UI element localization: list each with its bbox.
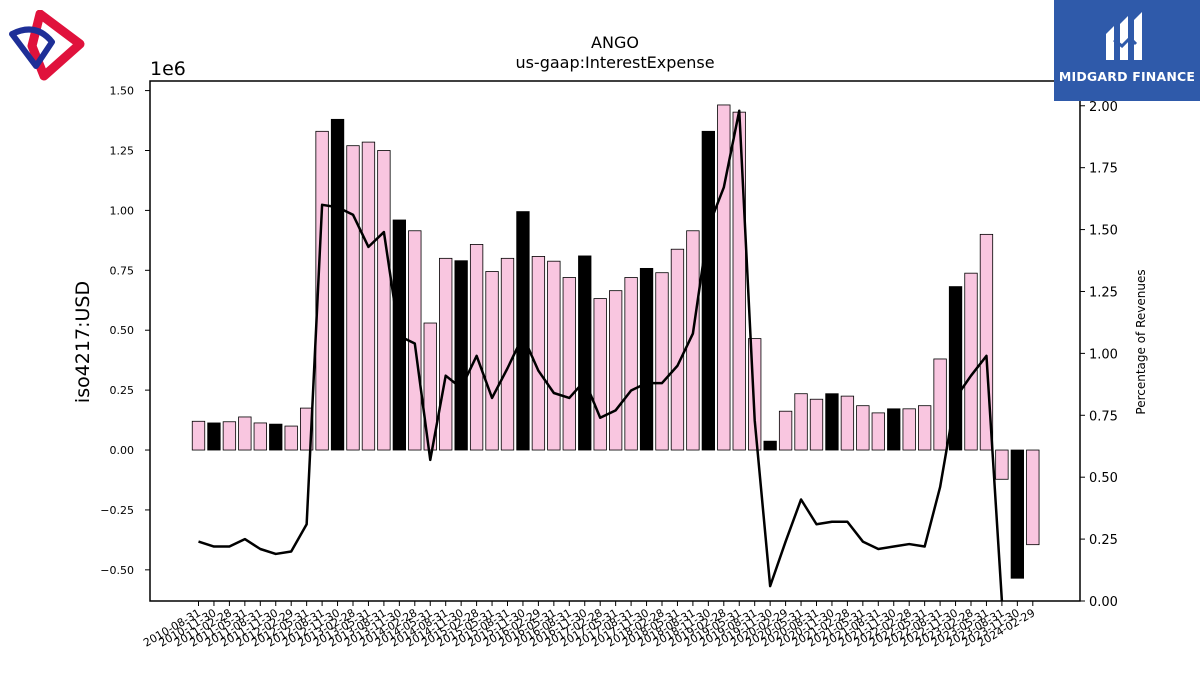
bar	[253, 422, 267, 451]
y2-tick-label: 0.25	[1089, 533, 1118, 548]
y-tick-label: −0.50	[100, 564, 134, 577]
bar	[547, 260, 561, 451]
bar	[639, 267, 654, 451]
chart-title: ANGO	[591, 33, 639, 52]
y2-tick-label: 0.50	[1089, 471, 1118, 486]
bar	[269, 423, 283, 451]
bar	[902, 408, 916, 451]
y-tick-label: 1.25	[110, 144, 135, 157]
y2-tick-label: 0.75	[1089, 409, 1118, 424]
bar	[454, 260, 468, 451]
plot-frame	[149, 80, 1081, 602]
bar	[531, 256, 546, 451]
bar	[887, 408, 901, 451]
y-tick-label: 0.75	[110, 264, 135, 277]
y-tick-label: 0.50	[110, 324, 135, 337]
bar	[593, 298, 607, 451]
bar	[778, 410, 793, 451]
y2-axis-label: Percentage of Revenues	[1134, 269, 1148, 414]
y-tick-label: 1.00	[110, 204, 135, 217]
chart-subtitle: us-gaap:InterestExpense	[515, 53, 714, 72]
bar	[624, 277, 638, 451]
bar	[346, 145, 360, 451]
brand-name: MIDGARD FINANCE	[1058, 69, 1196, 84]
bar	[794, 393, 808, 451]
bar	[840, 395, 855, 451]
midgard-m-logo-icon	[1106, 12, 1142, 60]
bar	[609, 290, 623, 451]
bar	[732, 111, 746, 451]
bar	[933, 358, 947, 451]
bar	[964, 272, 978, 451]
y-tick-label: 0.25	[110, 384, 135, 397]
bar	[315, 130, 329, 451]
bar	[918, 405, 932, 451]
bar	[207, 422, 221, 451]
y2-tick-label: 1.50	[1089, 224, 1118, 239]
y2-tick-label: 0.00	[1089, 595, 1118, 610]
bar	[670, 248, 685, 451]
bar	[763, 440, 777, 451]
y-offset-label: 1e6	[150, 58, 186, 80]
bar	[500, 257, 515, 451]
y2-tick-label: 1.25	[1089, 285, 1118, 300]
y2-tick-label: 2.00	[1089, 100, 1118, 115]
bar	[1026, 449, 1040, 546]
brand-box: MIDGARD FINANCE	[1054, 0, 1200, 101]
bar	[825, 393, 839, 451]
bar	[871, 412, 885, 451]
bar	[238, 416, 252, 451]
y2-tick-label: 1.75	[1089, 162, 1118, 177]
bar	[1010, 449, 1024, 579]
bar	[423, 322, 437, 451]
bar	[717, 104, 731, 451]
bar	[284, 425, 298, 451]
bar	[469, 244, 484, 451]
bar	[995, 449, 1009, 480]
bar	[361, 141, 376, 451]
bar	[222, 421, 237, 451]
bar	[439, 257, 453, 451]
y-axis-label: iso4217:USD	[72, 281, 94, 403]
y-tick-label: −0.25	[100, 504, 134, 517]
y-tick-label: 0.00	[110, 444, 135, 457]
interlocked-shapes-logo-icon	[6, 9, 86, 86]
bar	[191, 420, 206, 451]
y-tick-label: 1.50	[110, 85, 135, 98]
bar	[655, 272, 669, 451]
bar	[686, 230, 700, 451]
bar	[377, 150, 391, 451]
ratio-line	[198, 109, 1004, 602]
bar	[330, 118, 345, 451]
bar	[578, 255, 592, 451]
bar	[485, 271, 499, 451]
bar	[516, 211, 530, 451]
bar	[701, 130, 715, 451]
bar	[562, 277, 576, 451]
y2-tick-label: 1.00	[1089, 347, 1118, 362]
bar	[856, 405, 870, 451]
bar	[809, 398, 824, 451]
